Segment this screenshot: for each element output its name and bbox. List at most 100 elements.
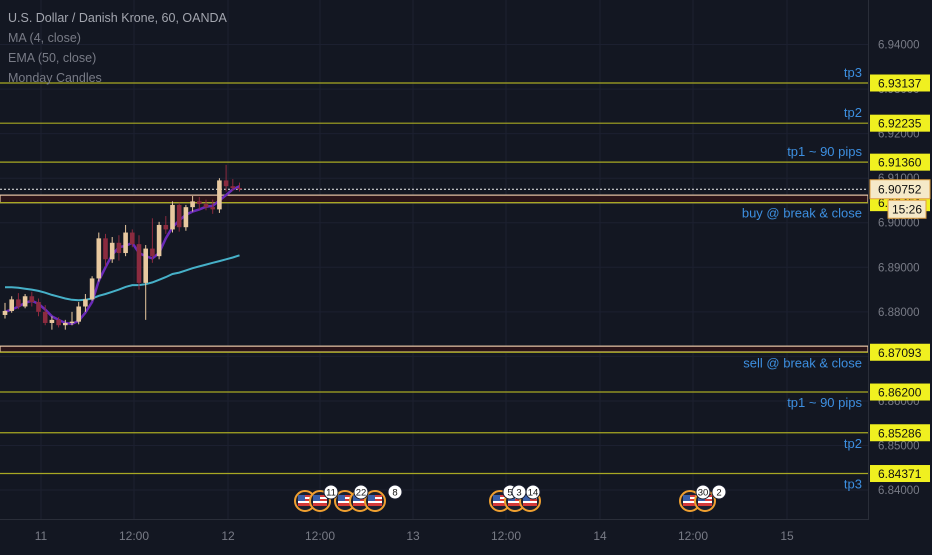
- candle[interactable]: [16, 293, 21, 310]
- candle-body: [49, 319, 55, 323]
- candle[interactable]: [156, 221, 162, 260]
- event-count-badge[interactable]: 22: [353, 484, 369, 500]
- candle-body: [16, 299, 21, 307]
- level-price-tag-bg: [870, 114, 930, 132]
- ma-line: [4, 185, 241, 326]
- us-flag-stripe-white: [338, 501, 352, 503]
- event-count-badge-bg: [695, 484, 711, 500]
- candle[interactable]: [230, 179, 236, 191]
- candle[interactable]: [63, 319, 68, 330]
- candle[interactable]: [22, 294, 28, 309]
- candle[interactable]: [143, 245, 148, 320]
- level-price-tag[interactable]: 6.84371: [870, 465, 930, 483]
- candle-body: [197, 201, 202, 205]
- candle[interactable]: [9, 296, 14, 313]
- candle[interactable]: [69, 311, 75, 326]
- candle[interactable]: [190, 196, 195, 212]
- time-tick-label: 15: [780, 529, 794, 543]
- price-tick-label: 6.84000: [878, 485, 920, 497]
- candle[interactable]: [223, 164, 229, 192]
- candle[interactable]: [136, 235, 142, 290]
- current-price-tag-text: 6.90752: [878, 183, 922, 197]
- candle[interactable]: [197, 196, 202, 210]
- level-price-tag-bg: [870, 343, 930, 361]
- level-price-tag-text: 6.86200: [878, 386, 922, 400]
- level-price-tag[interactable]: 6.87093: [870, 343, 930, 361]
- candle[interactable]: [29, 291, 35, 307]
- indicator-ema[interactable]: EMA (50, close): [8, 51, 97, 65]
- event-count-badge[interactable]: 14: [525, 484, 541, 500]
- candle[interactable]: [210, 199, 215, 214]
- candle[interactable]: [183, 204, 189, 231]
- us-flag-event-icon[interactable]: [294, 490, 316, 512]
- candle[interactable]: [170, 201, 175, 233]
- candle[interactable]: [56, 317, 61, 328]
- candle-body: [83, 299, 88, 307]
- event-count-badge-bg: [711, 484, 727, 500]
- series-layer: [4, 185, 241, 326]
- candle[interactable]: [237, 182, 242, 192]
- price-zone: [0, 345, 869, 353]
- indicator-monday-candles[interactable]: Monday Candles: [8, 71, 102, 85]
- event-count-badge-text: 2: [716, 488, 721, 499]
- level-price-tag[interactable]: 6.93137: [870, 74, 930, 92]
- indicator-ma[interactable]: MA (4, close): [8, 31, 81, 45]
- candle-body: [170, 204, 175, 230]
- candle[interactable]: [96, 232, 102, 282]
- price-labels-layer: 6.931376.922356.913606.904516.870936.862…: [869, 74, 931, 483]
- price-tick-label: 6.89000: [878, 262, 920, 274]
- level-price-tag-bg: [870, 74, 930, 92]
- level-price-tag[interactable]: 6.91360: [870, 153, 930, 171]
- candle[interactable]: [83, 294, 88, 312]
- us-flag-stripe-white: [698, 501, 712, 503]
- us-flag-event-icon[interactable]: [309, 490, 331, 512]
- candle[interactable]: [36, 298, 41, 317]
- candle[interactable]: [217, 178, 222, 213]
- candle[interactable]: [49, 316, 55, 330]
- us-flag-canton: [298, 495, 305, 501]
- candle[interactable]: [42, 305, 48, 326]
- us-flag-event-icon[interactable]: [364, 490, 386, 512]
- event-count-badge[interactable]: 11: [323, 484, 339, 500]
- countdown-tag: 15:26: [887, 199, 927, 219]
- event-count-badge[interactable]: 30: [695, 484, 711, 500]
- us-flag-canton: [368, 495, 375, 501]
- current-price-tag[interactable]: 6.90752: [869, 179, 931, 200]
- event-count-badge[interactable]: 2: [711, 484, 727, 500]
- candle[interactable]: [2, 302, 8, 319]
- event-count-badge-text: 11: [326, 488, 336, 499]
- candle[interactable]: [103, 233, 108, 267]
- candle[interactable]: [89, 276, 95, 301]
- price-tick-label: 6.85000: [878, 440, 920, 452]
- candle-body: [203, 204, 209, 208]
- level-price-tag-text: 6.91360: [878, 156, 922, 170]
- candle[interactable]: [163, 216, 169, 234]
- candle[interactable]: [76, 302, 81, 325]
- candle[interactable]: [123, 224, 128, 257]
- symbol-title[interactable]: U.S. Dollar / Danish Krone, 60, OANDA: [8, 11, 227, 25]
- candle[interactable]: [109, 237, 115, 263]
- candle-body: [76, 306, 81, 322]
- candle[interactable]: [130, 229, 135, 248]
- level-price-tag[interactable]: 6.85286: [870, 424, 930, 442]
- level-price-tag[interactable]: 6.86200: [870, 383, 930, 401]
- event-count-badge[interactable]: 8: [387, 484, 403, 500]
- event-count-badge-bg: [525, 484, 541, 500]
- level-price-tag[interactable]: 6.92235: [870, 114, 930, 132]
- level-price-tag-text: 6.84371: [878, 467, 922, 481]
- event-count-badge[interactable]: 3: [511, 484, 527, 500]
- time-axis-border: [0, 519, 868, 520]
- us-flag-stripe-white: [298, 501, 312, 503]
- candle-body: [163, 224, 169, 230]
- us-flag-stripe-white: [493, 501, 507, 503]
- candle[interactable]: [150, 218, 155, 263]
- level-label: tp3: [844, 477, 862, 492]
- price-zone: [0, 194, 869, 204]
- time-axis[interactable]: 11 12:00 12 12:00 13 12:00 14 12:00 15: [35, 529, 794, 543]
- candle[interactable]: [116, 235, 122, 261]
- us-flag-event-icon[interactable]: [334, 490, 356, 512]
- candle[interactable]: [203, 199, 209, 211]
- candle[interactable]: [176, 202, 182, 232]
